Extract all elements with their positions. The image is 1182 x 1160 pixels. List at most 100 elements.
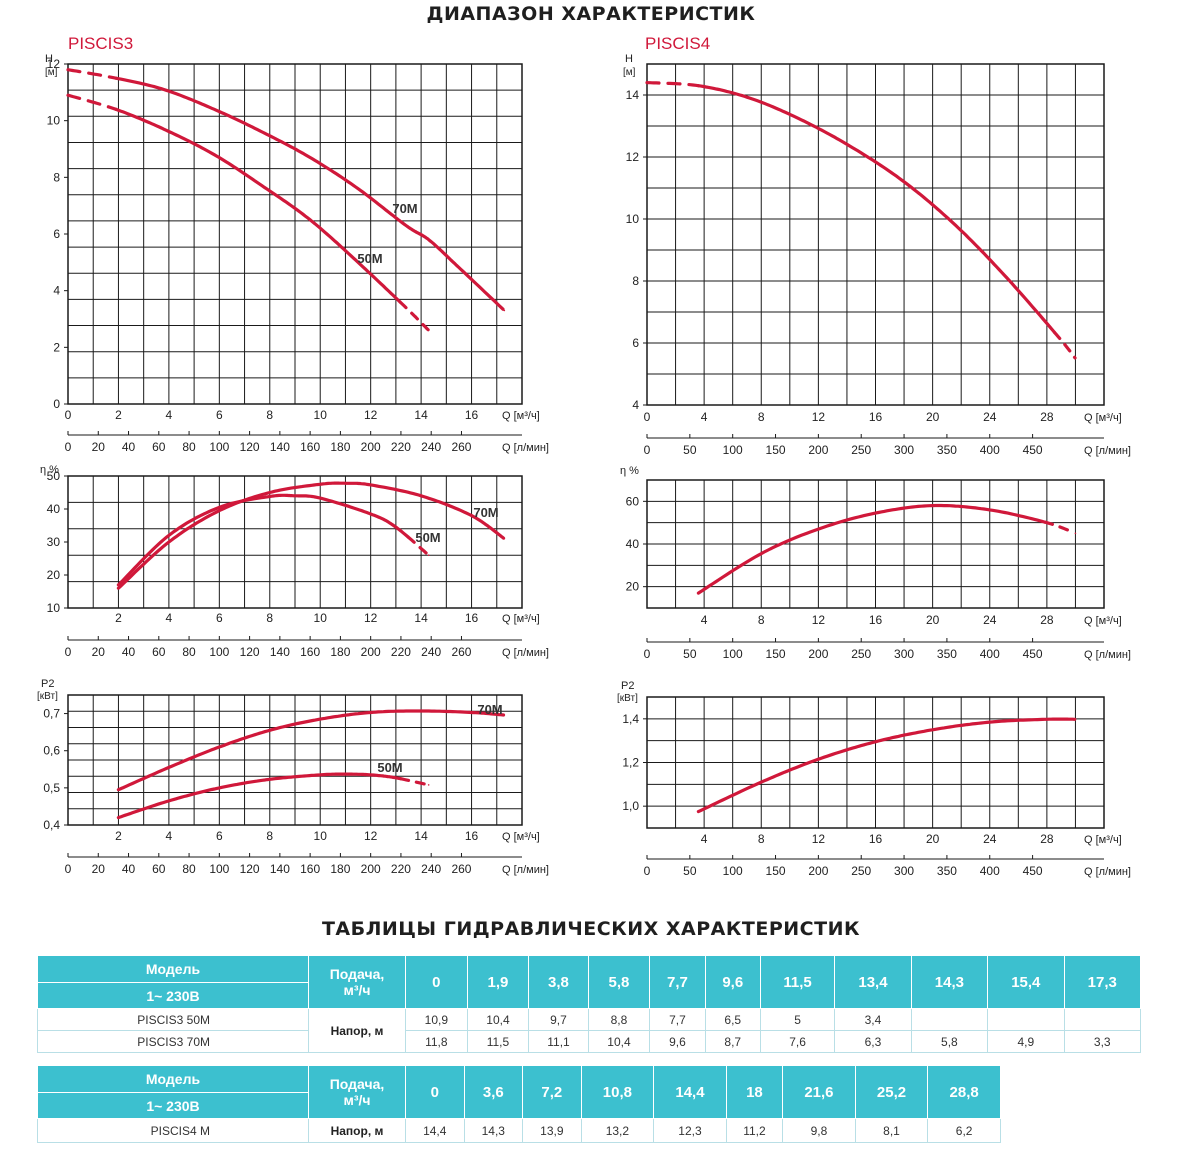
secondary-tick-label: 20 [92,645,106,659]
data-point [988,509,991,511]
data-point [168,541,170,543]
data-point [395,526,397,528]
model-title: PISCIS4 [645,34,710,53]
x-axis-label: Q [м³/ч] [502,613,540,625]
flow-value-cell: 28,8 [927,1065,1001,1119]
plot-frame [646,63,1105,406]
x-tick-label: 24 [983,410,997,424]
secondary-tick-label: 150 [766,647,786,661]
secondary-tick-label: 450 [1023,443,1043,457]
secondary-tick-label: 120 [240,645,260,659]
data-point [115,77,117,79]
data-point [697,592,700,594]
flow-value-cell: 0 [405,1065,465,1119]
y-tick-label: 0,6 [43,744,60,758]
x-tick-label: 12 [812,410,826,424]
series-label: 50M [377,760,402,775]
data-point [319,483,322,486]
series-label: 50M [415,530,440,545]
data-point [319,497,322,499]
secondary-tick-label: 140 [270,645,290,659]
data-point [874,512,877,514]
y-tick-label: 6 [632,336,639,350]
flow-value-cell: 21,6 [782,1065,856,1119]
data-point [218,509,221,512]
x-axis-label: Q [м³/ч] [1084,834,1122,846]
data-point [67,68,69,71]
x-tick-label: 28 [1040,410,1054,424]
data-point [268,495,271,498]
secondary-tick-label: 220 [391,645,411,659]
data-point [163,88,165,91]
y-tick-label: 40 [626,537,640,551]
secondary-tick-label: 160 [300,862,320,876]
x-tick-label: 4 [166,611,173,625]
flow-header: Подача, м³/ч [308,1065,406,1119]
head-value-cell: 8,1 [854,1118,929,1143]
y-axis-unit: [кВт] [617,693,638,704]
data-point [1006,277,1008,279]
secondary-tick-label: 0 [644,864,651,878]
data-point [218,787,221,789]
data-point [1057,336,1060,338]
head-value-cell: 14,3 [463,1118,524,1143]
head-value-cell: 10,4 [466,1008,530,1031]
data-point [309,219,311,221]
secondary-tick-label: 120 [240,862,260,876]
flow-value-cell: 1,9 [466,955,530,1009]
secondary-tick-label: 350 [937,647,957,661]
x-tick-label: 8 [758,410,765,424]
data-point [405,224,407,227]
x-tick-label: 6 [216,408,223,422]
head-value-cell: 13,2 [580,1118,655,1143]
head-value-cell: 9,8 [782,1118,856,1143]
secondary-tick-label: 300 [894,647,914,661]
curve-dashed-end [398,300,430,332]
secondary-tick-label: 160 [300,645,320,659]
secondary-axis-label: Q [л/мин] [1084,445,1131,457]
secondary-tick-label: 80 [182,862,196,876]
curve-dashed-end [1043,520,1077,535]
flow-value-cell: 17,3 [1063,955,1142,1009]
head-label: Напор, м [308,1118,406,1143]
data-point [420,710,422,712]
y-axis-unit: [кВт] [37,691,58,702]
data-point [817,758,820,761]
data-point [503,714,506,716]
flow-value-cell: 14,3 [910,955,989,1009]
flow-header: Подача, м³/ч [308,955,406,1009]
data-point [646,81,648,84]
head-value-cell: 7,6 [759,1030,836,1053]
secondary-tick-label: 220 [391,440,411,454]
curve-line [116,772,403,820]
curve-line [696,503,1047,595]
model-header: Модель [37,955,309,983]
flow-value-cell: 9,6 [704,955,761,1009]
y-axis-label: H [45,53,53,65]
x-tick-label: 20 [926,410,940,424]
data-point [395,777,397,779]
flow-value-cell: 13,4 [834,955,912,1009]
x-tick-label: 6 [216,829,223,843]
data-point [369,513,372,515]
secondary-tick-label: 40 [122,862,136,876]
secondary-tick-label: 160 [300,440,320,454]
curve-line [696,84,1057,334]
curve-dashed-end [406,535,430,556]
data-point [874,740,877,743]
data-point [168,766,170,769]
grid [646,479,1105,609]
data-point [294,495,296,497]
head-value-cell: 6,2 [927,1118,1001,1143]
head-value-cell: 11,8 [405,1030,468,1053]
secondary-tick-label: 100 [723,443,743,457]
secondary-tick-label: 240 [421,440,441,454]
secondary-tick-label: 60 [152,440,166,454]
head-value-cell: 7,7 [649,1008,706,1031]
y-tick-label: 4 [632,398,639,412]
x-tick-label: 16 [869,832,883,846]
secondary-tick-label: 40 [122,440,136,454]
data-point [218,746,221,748]
y-tick-label: 10 [47,601,61,615]
secondary-tick-label: 100 [723,864,743,878]
